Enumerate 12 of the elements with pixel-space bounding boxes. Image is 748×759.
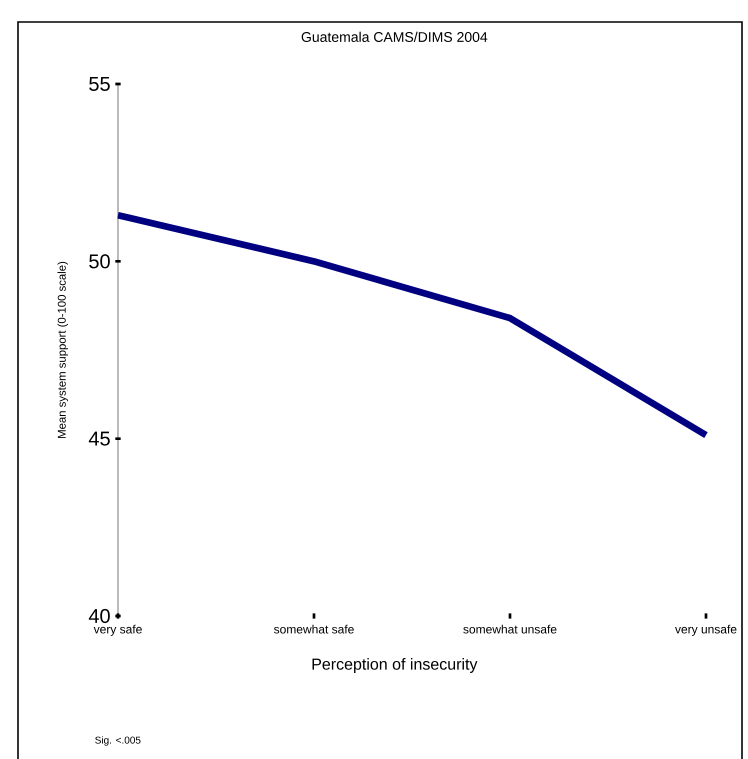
chart-title: Guatemala CAMS/DIMS 2004 [302,32,488,42]
x-axis-title: Perception of insecurity [312,658,478,673]
y-tick-label: 50 [89,254,110,268]
x-tick-label: very unsafe [675,624,736,636]
x-tick-label: somewhat safe [274,624,354,634]
y-tick-label: 40 [88,608,110,624]
y-tick-label: 45 [88,432,110,446]
y-tick-label: 55 [89,77,110,91]
x-tick-label: somewhat unsafe [463,624,556,634]
y-axis-title: Mean system support (0-100 scale) [57,262,68,438]
x-tick-label: very safe [94,624,142,636]
text: Sig. <.005 [95,736,141,746]
